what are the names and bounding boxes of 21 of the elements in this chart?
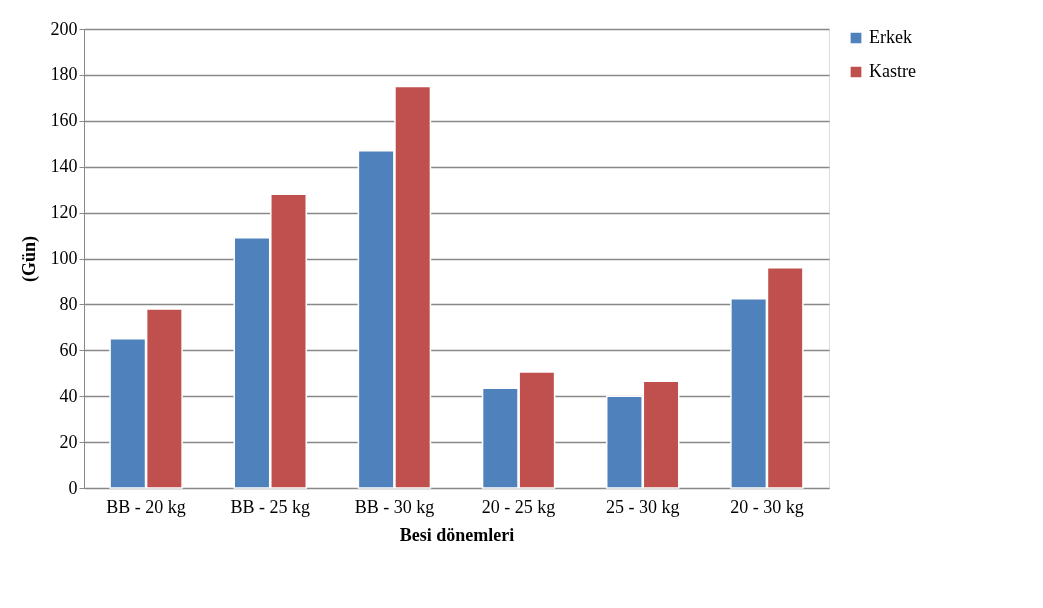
y-tick-label: 80	[59, 293, 78, 314]
x-tick-label: BB - 20 kg	[106, 496, 186, 517]
y-tick-label: 100	[50, 248, 78, 268]
x-tick-label: BB - 30 kg	[354, 496, 435, 517]
y-tick-label: 0	[68, 477, 78, 498]
y-axis-title: (Gün)	[18, 235, 40, 283]
y-tick-label: 180	[50, 64, 78, 85]
y-tick-label: 20	[59, 431, 78, 452]
legend-label: Erkek	[869, 27, 912, 47]
x-tick-label: 20 - 25 kg	[481, 496, 556, 517]
legend-label: Kastre	[869, 61, 916, 81]
y-tick-label: 40	[59, 385, 78, 406]
y-tick-label: 60	[59, 339, 78, 360]
y-tick-label: 200	[50, 18, 78, 39]
x-tick-label: 20 - 30 kg	[730, 496, 804, 517]
y-tick-label: 160	[50, 110, 78, 131]
x-tick-label: BB - 25 kg	[230, 496, 311, 517]
x-axis-title: Besi dönemleri	[399, 524, 515, 545]
y-tick-label: 140	[50, 156, 78, 177]
y-tick-label: 120	[50, 202, 78, 223]
x-tick-label: 25 - 30 kg	[606, 496, 680, 517]
